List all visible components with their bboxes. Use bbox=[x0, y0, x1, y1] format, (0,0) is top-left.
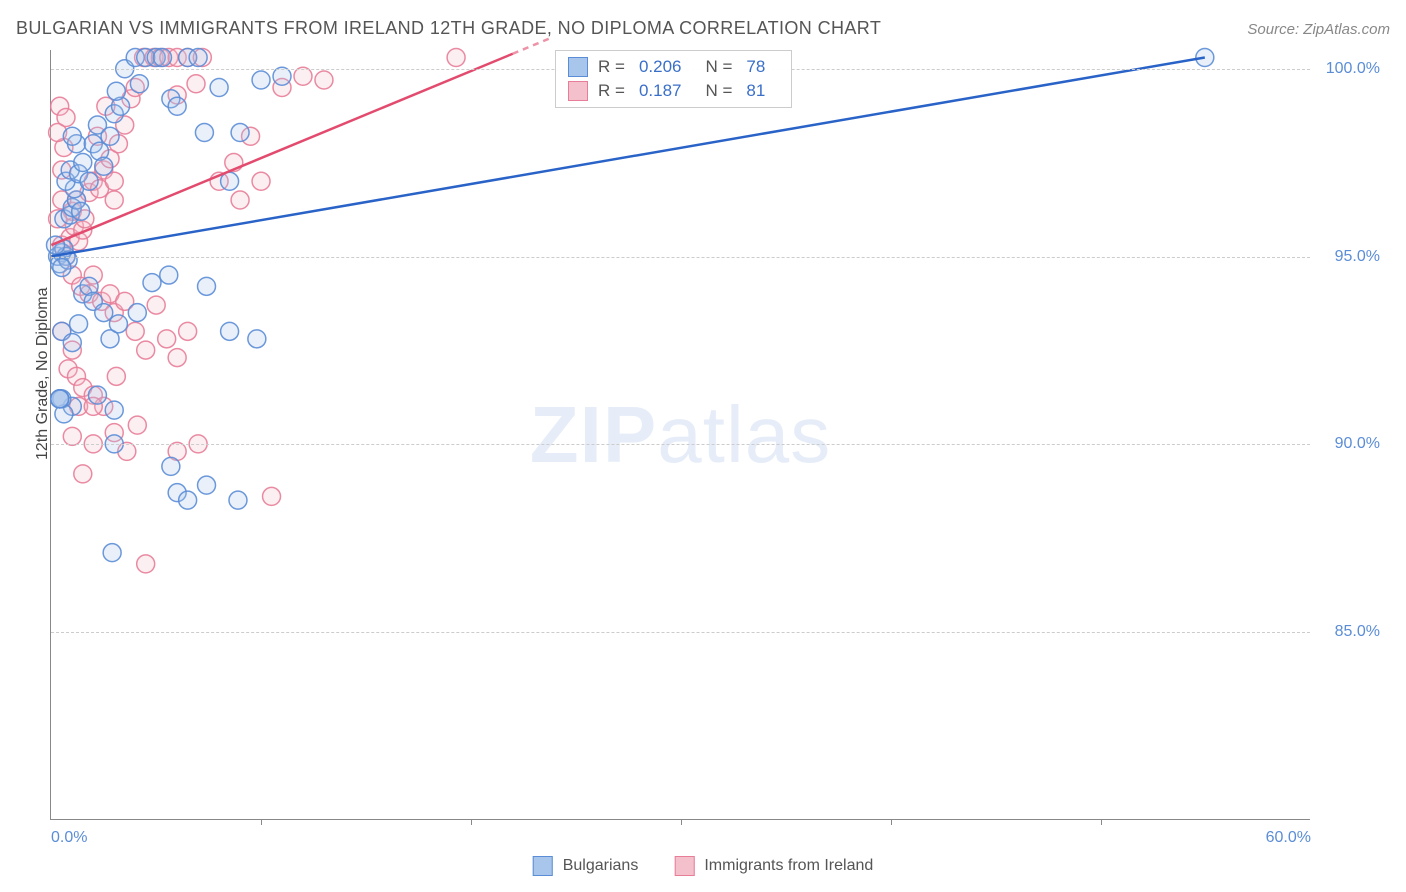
scatter-point bbox=[137, 555, 155, 573]
plot-area: ZIPatlas 85.0%90.0%95.0%100.0%0.0%60.0% bbox=[50, 50, 1310, 820]
scatter-point bbox=[137, 341, 155, 359]
source-attribution: Source: ZipAtlas.com bbox=[1247, 21, 1390, 38]
scatter-point bbox=[109, 315, 127, 333]
n-value-0: 78 bbox=[746, 57, 765, 77]
n-value-1: 81 bbox=[746, 81, 765, 101]
source-prefix: Source: bbox=[1247, 21, 1303, 38]
n-label: N = bbox=[705, 81, 732, 101]
stats-row-series-1: R = 0.187 N = 81 bbox=[568, 79, 779, 103]
scatter-point bbox=[221, 322, 239, 340]
scatter-point bbox=[198, 476, 216, 494]
scatter-point bbox=[128, 304, 146, 322]
scatter-point bbox=[210, 79, 228, 97]
stats-legend-box: R = 0.206 N = 78 R = 0.187 N = 81 bbox=[555, 50, 792, 108]
r-label: R = bbox=[598, 81, 625, 101]
scatter-point bbox=[70, 315, 88, 333]
plot-svg bbox=[51, 50, 1310, 819]
source-name: ZipAtlas.com bbox=[1303, 21, 1390, 38]
x-tick-mark bbox=[471, 819, 472, 825]
scatter-point bbox=[248, 330, 266, 348]
scatter-point bbox=[80, 172, 98, 190]
swatch-series-0 bbox=[568, 57, 588, 77]
scatter-point bbox=[105, 401, 123, 419]
scatter-point bbox=[101, 127, 119, 145]
y-gridline bbox=[51, 444, 1310, 445]
scatter-point bbox=[198, 277, 216, 295]
scatter-point bbox=[105, 191, 123, 209]
scatter-point bbox=[103, 544, 121, 562]
scatter-point bbox=[168, 97, 186, 115]
scatter-point bbox=[447, 49, 465, 67]
scatter-point bbox=[63, 127, 81, 145]
scatter-point bbox=[47, 236, 65, 254]
legend-label-1: Immigrants from Ireland bbox=[704, 857, 873, 875]
scatter-point bbox=[231, 124, 249, 142]
scatter-point bbox=[63, 334, 81, 352]
scatter-point bbox=[252, 172, 270, 190]
legend-item-0: Bulgarians bbox=[533, 856, 639, 876]
x-tick-label: 0.0% bbox=[51, 829, 87, 847]
y-tick-label: 95.0% bbox=[1320, 248, 1380, 266]
scatter-point bbox=[153, 49, 171, 67]
scatter-point bbox=[315, 71, 333, 89]
chart-header: BULGARIAN VS IMMIGRANTS FROM IRELAND 12T… bbox=[16, 18, 1390, 39]
legend-item-1: Immigrants from Ireland bbox=[674, 856, 873, 876]
n-label: N = bbox=[705, 57, 732, 77]
scatter-point bbox=[107, 367, 125, 385]
y-tick-label: 85.0% bbox=[1320, 623, 1380, 641]
scatter-point bbox=[158, 330, 176, 348]
scatter-point bbox=[53, 259, 71, 277]
scatter-point bbox=[63, 427, 81, 445]
y-tick-label: 100.0% bbox=[1320, 60, 1380, 78]
x-tick-label: 60.0% bbox=[1266, 829, 1311, 847]
chart-title: BULGARIAN VS IMMIGRANTS FROM IRELAND 12T… bbox=[16, 18, 881, 39]
scatter-point bbox=[187, 75, 205, 93]
scatter-point bbox=[143, 274, 161, 292]
trend-line-dash-tail bbox=[513, 38, 550, 53]
scatter-point bbox=[229, 491, 247, 509]
bottom-legend: Bulgarians Immigrants from Ireland bbox=[533, 856, 874, 876]
scatter-point bbox=[231, 191, 249, 209]
swatch-series-1 bbox=[568, 81, 588, 101]
scatter-point bbox=[51, 390, 69, 408]
scatter-point bbox=[72, 202, 90, 220]
x-tick-mark bbox=[1101, 819, 1102, 825]
scatter-point bbox=[273, 67, 291, 85]
scatter-point bbox=[130, 75, 148, 93]
scatter-point bbox=[95, 304, 113, 322]
scatter-point bbox=[179, 491, 197, 509]
scatter-point bbox=[128, 416, 146, 434]
x-tick-mark bbox=[681, 819, 682, 825]
scatter-point bbox=[195, 124, 213, 142]
r-value-0: 0.206 bbox=[639, 57, 682, 77]
y-gridline bbox=[51, 257, 1310, 258]
scatter-point bbox=[57, 109, 75, 127]
scatter-point bbox=[189, 49, 207, 67]
x-tick-mark bbox=[891, 819, 892, 825]
scatter-point bbox=[95, 157, 113, 175]
x-tick-mark bbox=[261, 819, 262, 825]
legend-swatch-1 bbox=[674, 856, 694, 876]
scatter-point bbox=[179, 322, 197, 340]
scatter-point bbox=[88, 386, 106, 404]
y-tick-label: 90.0% bbox=[1320, 435, 1380, 453]
r-label: R = bbox=[598, 57, 625, 77]
legend-swatch-0 bbox=[533, 856, 553, 876]
legend-label-0: Bulgarians bbox=[563, 857, 639, 875]
y-gridline bbox=[51, 632, 1310, 633]
scatter-point bbox=[126, 322, 144, 340]
r-value-1: 0.187 bbox=[639, 81, 682, 101]
scatter-point bbox=[160, 266, 178, 284]
stats-row-series-0: R = 0.206 N = 78 bbox=[568, 55, 779, 79]
scatter-point bbox=[252, 71, 270, 89]
scatter-point bbox=[147, 296, 165, 314]
scatter-point bbox=[107, 82, 125, 100]
scatter-point bbox=[263, 487, 281, 505]
scatter-point bbox=[168, 349, 186, 367]
scatter-point bbox=[74, 154, 92, 172]
scatter-point bbox=[294, 67, 312, 85]
scatter-point bbox=[74, 465, 92, 483]
scatter-point bbox=[162, 457, 180, 475]
